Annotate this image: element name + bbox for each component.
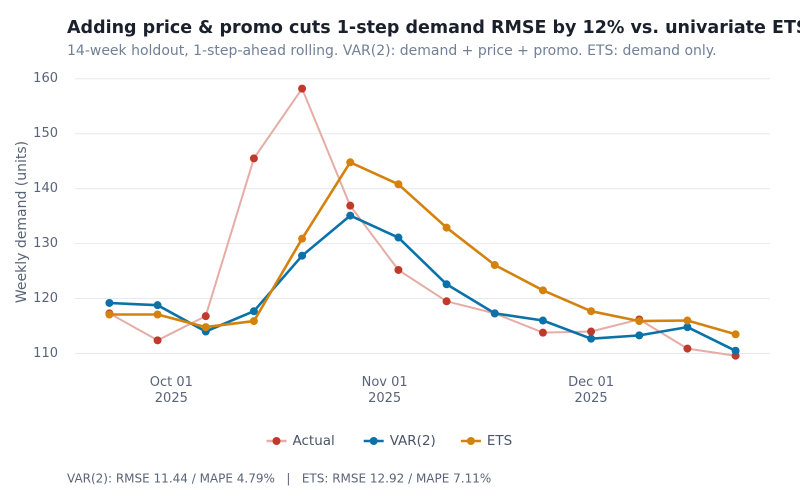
y-tick-label: 130 [33, 236, 58, 251]
data-point [298, 251, 307, 260]
data-point [587, 334, 596, 343]
legend-label: ETS [487, 433, 512, 449]
data-point [346, 158, 355, 167]
series-line [108, 87, 736, 357]
data-point [490, 261, 499, 270]
legend-label: Actual [293, 433, 335, 449]
data-point [731, 330, 740, 339]
series-line [109, 214, 737, 352]
legend-swatch [466, 437, 475, 445]
data-point [635, 317, 644, 326]
legend-swatch [369, 437, 378, 445]
chart-title: Adding price & promo cuts 1-step demand … [67, 18, 800, 38]
y-tick-label: 160 [33, 71, 58, 86]
y-tick-label: 110 [33, 346, 58, 361]
data-point [538, 328, 547, 337]
x-tick-label: Dec 01 2025 [568, 375, 614, 406]
data-point [731, 346, 740, 355]
y-tick-label: 120 [33, 291, 58, 306]
series-line [109, 161, 736, 336]
data-point [201, 323, 210, 332]
data-point [490, 309, 499, 318]
legend-item: Actual [266, 433, 335, 449]
data-point [105, 298, 114, 307]
data-point [298, 234, 307, 243]
data-point [153, 336, 162, 345]
data-point [346, 201, 355, 210]
y-tick-label: 140 [33, 181, 58, 196]
data-point [683, 316, 692, 325]
data-point [538, 316, 547, 325]
data-point [394, 180, 403, 189]
data-point [249, 307, 258, 316]
legend-swatch [272, 437, 281, 445]
data-point [442, 297, 451, 306]
chart-subtitle: 14-week holdout, 1-step-ahead rolling. V… [67, 43, 717, 59]
data-point [153, 301, 162, 310]
x-tick-label: Oct 01 2025 [150, 375, 193, 406]
data-point [249, 317, 258, 326]
data-point [105, 310, 114, 319]
data-point [394, 265, 403, 274]
data-point [538, 286, 547, 295]
data-point [249, 154, 258, 163]
x-tick-label: Nov 01 2025 [362, 375, 408, 406]
legend-item: VAR(2) [363, 433, 436, 449]
data-point [635, 331, 644, 340]
data-point [587, 307, 596, 316]
legend-item: ETS [460, 433, 512, 449]
data-point [683, 323, 692, 332]
data-point [442, 223, 451, 232]
data-point [346, 211, 355, 220]
data-point [394, 233, 403, 242]
data-point [201, 312, 210, 321]
data-point [153, 310, 162, 319]
y-axis-label: Weekly demand (units) [14, 141, 30, 303]
footnote: VAR(2): RMSE 11.44 / MAPE 4.79% | ETS: R… [67, 472, 491, 486]
y-tick-label: 150 [33, 126, 58, 141]
data-point [442, 280, 451, 289]
data-point [587, 327, 596, 336]
data-point [298, 84, 307, 93]
data-point [683, 344, 692, 353]
legend-label: VAR(2) [390, 433, 436, 449]
